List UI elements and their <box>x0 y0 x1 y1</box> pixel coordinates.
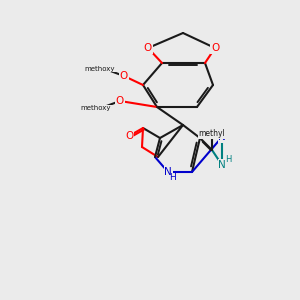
Text: O: O <box>125 131 133 141</box>
Text: methyl: methyl <box>199 130 225 139</box>
Text: N: N <box>164 167 172 177</box>
Text: O: O <box>211 43 219 53</box>
Text: O: O <box>144 43 152 53</box>
Text: H: H <box>169 173 176 182</box>
Text: O: O <box>116 96 124 106</box>
Text: O: O <box>120 71 128 81</box>
Text: H: H <box>225 155 231 164</box>
Text: methoxy: methoxy <box>85 66 115 72</box>
Text: N: N <box>218 132 226 142</box>
Text: N: N <box>218 160 226 170</box>
Text: methoxy: methoxy <box>81 105 111 111</box>
